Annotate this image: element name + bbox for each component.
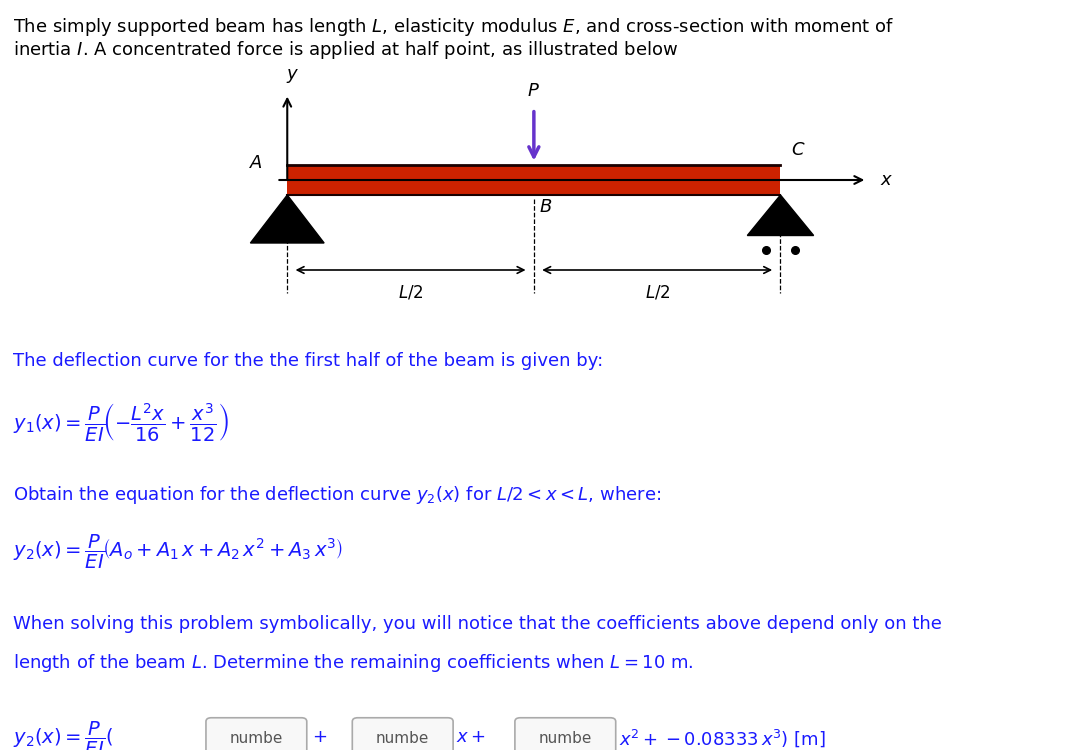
Text: inertia $I$. A concentrated force is applied at half point, as illustrated below: inertia $I$. A concentrated force is app…	[13, 39, 679, 61]
Text: $P$: $P$	[528, 82, 540, 100]
Text: numbe: numbe	[376, 731, 429, 746]
Text: $x$: $x$	[880, 171, 893, 189]
Text: $y_2(x) = \dfrac{P}{EI}\!\left(A_o + A_1\, x + A_2\, x^2 + A_3\, x^3\right)$: $y_2(x) = \dfrac{P}{EI}\!\left(A_o + A_1…	[13, 532, 344, 571]
Text: $L/2$: $L/2$	[398, 284, 423, 302]
Polygon shape	[747, 195, 814, 236]
Text: Obtain the equation for the deflection curve $y_2(x)$ for $L/2 < x < L$, where:: Obtain the equation for the deflection c…	[13, 484, 661, 506]
Text: $y$: $y$	[286, 67, 299, 85]
Text: The simply supported beam has length $L$, elasticity modulus $E$, and cross-sect: The simply supported beam has length $L$…	[13, 16, 894, 38]
Text: $x^2 + -0.08333\, x^3)\ \mathrm{[m]}$: $x^2 + -0.08333\, x^3)\ \mathrm{[m]}$	[619, 728, 826, 749]
Text: $B$: $B$	[539, 198, 553, 216]
FancyBboxPatch shape	[352, 718, 453, 750]
Text: $y_2(x) = \dfrac{P}{EI}($: $y_2(x) = \dfrac{P}{EI}($	[13, 720, 114, 750]
Text: The deflection curve for the the first half of the beam is given by:: The deflection curve for the the first h…	[13, 352, 604, 370]
FancyBboxPatch shape	[206, 718, 307, 750]
Text: numbe: numbe	[539, 731, 592, 746]
Bar	[287, 165, 780, 195]
Text: $C$: $C$	[791, 141, 805, 159]
Text: When solving this problem symbolically, you will notice that the coefficients ab: When solving this problem symbolically, …	[13, 615, 942, 633]
Polygon shape	[250, 195, 324, 243]
Text: length of the beam $L$. Determine the remaining coefficients when $L = 10$ m.: length of the beam $L$. Determine the re…	[13, 652, 694, 674]
Text: numbe: numbe	[230, 731, 283, 746]
Text: $A$: $A$	[249, 154, 263, 172]
Text: $x +$: $x +$	[456, 728, 486, 746]
Text: $L/2$: $L/2$	[645, 284, 670, 302]
Text: $y_1(x) = \dfrac{P}{EI}\!\left(-\dfrac{L^2 x}{16} + \dfrac{x^3}{12}\right)$: $y_1(x) = \dfrac{P}{EI}\!\left(-\dfrac{L…	[13, 401, 229, 443]
Text: $+$: $+$	[312, 728, 327, 746]
FancyBboxPatch shape	[515, 718, 616, 750]
